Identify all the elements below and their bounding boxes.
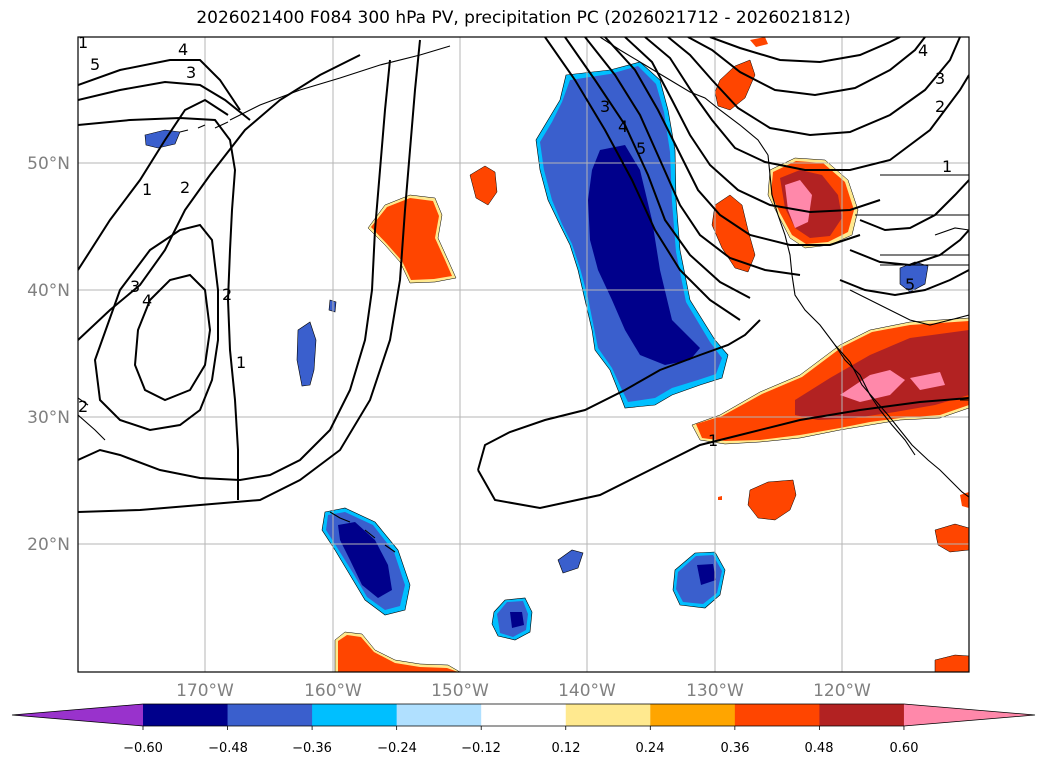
colorbar-ticks: −0.60 −0.48 −0.36 −0.24 −0.12 0.12 0.24 … bbox=[123, 741, 918, 756]
colorbar-extend-left bbox=[12, 704, 143, 726]
colorbar-segment bbox=[396, 704, 482, 726]
colorbar-tick: 0.12 bbox=[552, 741, 581, 756]
contour-labels: 5 4 3 2 1 2 1 4 3 2 1 3 4 5 4 3 2 1 1 5 bbox=[78, 33, 952, 450]
contour-label: 5 bbox=[905, 275, 915, 294]
colorbar-segment bbox=[650, 704, 736, 726]
lon-label-150w: 150°W bbox=[431, 681, 489, 701]
contour-label: 5 bbox=[90, 55, 100, 74]
positive-precip-areas bbox=[334, 37, 969, 672]
gridlines bbox=[78, 37, 969, 672]
lat-label-20n: 20°N bbox=[27, 535, 70, 555]
contour-label: 4 bbox=[178, 40, 188, 59]
colorbar-extend-right bbox=[903, 704, 1035, 726]
pv-contours bbox=[78, 37, 969, 513]
contour-label: 4 bbox=[918, 41, 928, 60]
contour-label: 3 bbox=[186, 63, 196, 82]
contour-label: 4 bbox=[142, 291, 152, 310]
contour-label: 1 bbox=[236, 353, 246, 372]
map-panel: 5 4 3 2 1 2 1 4 3 2 1 3 4 5 4 3 2 1 1 5 bbox=[78, 33, 969, 672]
coastlines bbox=[78, 37, 969, 553]
colorbar-segment bbox=[143, 704, 229, 726]
colorbar-tick: −0.12 bbox=[461, 741, 501, 756]
contour-label: 1 bbox=[708, 431, 718, 450]
contour-label: 3 bbox=[600, 97, 610, 116]
colorbar-segment bbox=[227, 704, 313, 726]
colorbar-tick: 0.36 bbox=[721, 741, 750, 756]
contour-label: 1 bbox=[942, 157, 952, 176]
lat-label-40n: 40°N bbox=[27, 281, 70, 301]
colorbar-segment bbox=[481, 704, 567, 726]
map-frame bbox=[77, 36, 970, 673]
colorbar-segment bbox=[819, 704, 905, 726]
lat-labels: 50°N 40°N 30°N 20°N bbox=[27, 154, 70, 555]
contour-label: 2 bbox=[222, 285, 232, 304]
colorbar-tick: −0.48 bbox=[208, 741, 248, 756]
contour-label: 3 bbox=[130, 277, 140, 296]
colorbar-segment bbox=[312, 704, 398, 726]
lon-label-170w: 170°W bbox=[176, 681, 234, 701]
colorbar-segment bbox=[565, 704, 651, 726]
contour-label: 2 bbox=[935, 97, 945, 116]
colorbar-segment bbox=[734, 704, 820, 726]
map-title: 2026021400 F084 300 hPa PV, precipitatio… bbox=[196, 8, 851, 28]
colorbar-tick: 0.48 bbox=[805, 741, 834, 756]
contour-label: 1 bbox=[142, 180, 152, 199]
contour-label: 2 bbox=[78, 397, 88, 416]
colorbar bbox=[11, 703, 1036, 730]
lat-label-50n: 50°N bbox=[27, 154, 70, 174]
colorbar-tick: 0.60 bbox=[890, 741, 919, 756]
lon-label-130w: 130°W bbox=[686, 681, 744, 701]
contour-label: 3 bbox=[935, 69, 945, 88]
lon-label-120w: 120°W bbox=[813, 681, 871, 701]
lat-label-30n: 30°N bbox=[27, 408, 70, 428]
colorbar-tick: −0.36 bbox=[292, 741, 332, 756]
lon-label-160w: 160°W bbox=[304, 681, 362, 701]
colorbar-tick: 0.24 bbox=[636, 741, 665, 756]
lon-label-140w: 140°W bbox=[558, 681, 616, 701]
contour-label: 4 bbox=[618, 117, 628, 136]
contour-label: 5 bbox=[636, 139, 646, 158]
colorbar-tick: −0.60 bbox=[123, 741, 163, 756]
lon-labels: 170°W 160°W 150°W 140°W 130°W 120°W bbox=[176, 681, 871, 701]
contour-label: 2 bbox=[180, 178, 190, 197]
negative-precip-areas bbox=[144, 61, 929, 641]
contour-label: 1 bbox=[78, 33, 88, 52]
colorbar-tick: −0.24 bbox=[377, 741, 417, 756]
